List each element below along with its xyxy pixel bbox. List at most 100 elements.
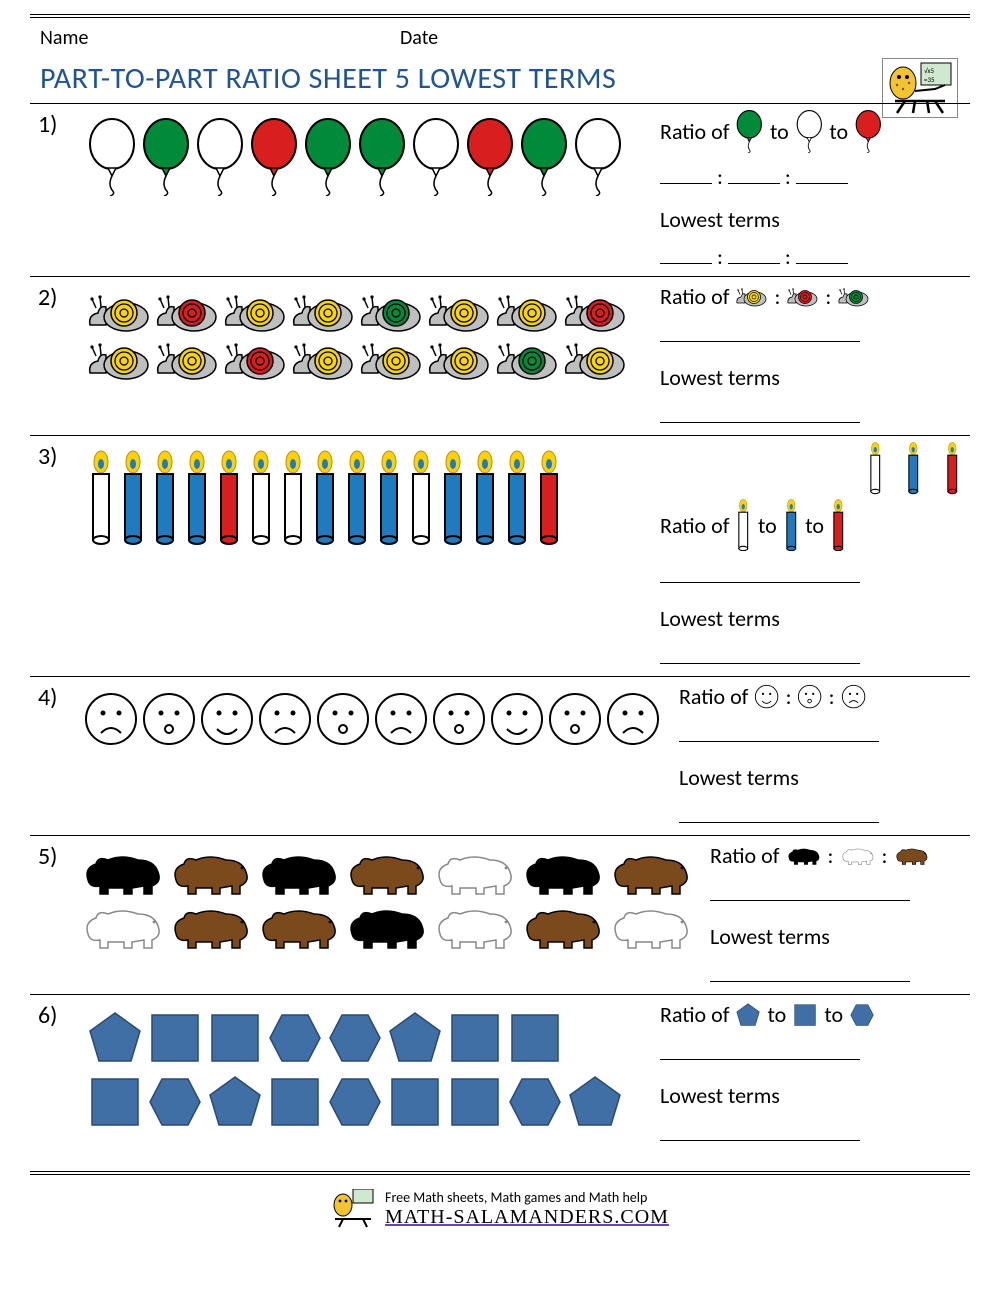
bears-item	[342, 904, 428, 952]
legend-icon	[837, 286, 870, 307]
legend-icon	[735, 499, 752, 552]
shapes-item	[446, 1009, 504, 1067]
snails-item	[358, 339, 424, 381]
shapes-item	[386, 1009, 444, 1067]
candles-item	[342, 450, 372, 546]
problem-number: 2)	[30, 277, 86, 435]
lowest-terms-label: Lowest terms	[660, 1082, 960, 1109]
snails-item	[494, 291, 560, 333]
lowest-terms-label: Lowest terms	[660, 364, 960, 391]
shapes-item	[86, 1009, 144, 1067]
shapes-item	[86, 1073, 144, 1131]
legend-icon	[754, 684, 779, 709]
legend-icon	[944, 442, 961, 495]
lowest-blank	[710, 960, 960, 988]
answer-area: Ratio of to to : : Lowest terms : :	[650, 104, 970, 276]
faces-item	[605, 691, 661, 747]
problem-number: 1)	[30, 104, 86, 276]
balloons-item	[194, 118, 246, 196]
bears-item	[518, 904, 604, 952]
legend-icon	[893, 846, 929, 866]
shapes-item	[326, 1073, 384, 1131]
snails-item	[222, 339, 288, 381]
shapes-item	[386, 1073, 444, 1131]
candles-item	[438, 450, 468, 546]
lowest-blank	[660, 1119, 960, 1147]
legend-icon	[839, 846, 875, 866]
shapes-item	[566, 1073, 624, 1131]
faces-item	[315, 691, 371, 747]
candles-item	[246, 450, 276, 546]
shapes-item	[146, 1073, 204, 1131]
bears-item	[430, 904, 516, 952]
shapes-item	[506, 1009, 564, 1067]
balloons-item	[86, 118, 138, 196]
bears-item	[518, 850, 604, 898]
lowest-blank	[660, 642, 960, 670]
balloons-item	[410, 118, 462, 196]
answer-blank	[710, 879, 960, 907]
snails-item	[426, 339, 492, 381]
answer-area: Ratio of : : Lowest terms	[700, 836, 970, 994]
legend-icon	[786, 286, 819, 307]
legend-icon	[792, 1002, 818, 1028]
snails-item	[86, 291, 152, 333]
page-title: PART-TO-PART RATIO SHEET 5 LOWEST TERMS	[0, 50, 1000, 103]
answer-area: Ratio of to to Lowest terms	[650, 436, 970, 677]
problem-2: 2)	[30, 276, 970, 435]
problem-number: 5)	[30, 836, 78, 994]
bears-item	[342, 850, 428, 898]
balloons-item	[248, 118, 300, 196]
legend-icon	[783, 499, 800, 552]
faces-item	[431, 691, 487, 747]
snails-item	[290, 339, 356, 381]
problem-3: 3)	[30, 435, 970, 677]
faces-item	[489, 691, 545, 747]
balloons-item	[302, 118, 354, 196]
answer-area: Ratio of : : Lowest terms	[650, 277, 970, 435]
legend-icon	[735, 286, 768, 307]
snails-item	[426, 291, 492, 333]
legend-icon	[854, 110, 883, 153]
candles-item	[534, 450, 564, 546]
problem-number: 6)	[30, 995, 86, 1153]
bears-item	[254, 850, 340, 898]
faces-item	[83, 691, 139, 747]
legend-icon	[795, 110, 824, 153]
faces-item	[199, 691, 255, 747]
problem-number: 3)	[30, 436, 86, 677]
snails-item	[562, 291, 628, 333]
lowest-terms-label: Lowest terms	[660, 605, 960, 632]
legend-icon	[830, 499, 847, 552]
bears-item	[166, 850, 252, 898]
items-area	[86, 436, 650, 677]
lowest-terms-label: Lowest terms	[710, 923, 960, 950]
candles-item	[470, 450, 500, 546]
shapes-item	[266, 1073, 324, 1131]
faces-item	[141, 691, 197, 747]
bears-item	[430, 850, 516, 898]
candles-item	[278, 450, 308, 546]
snails-item	[222, 291, 288, 333]
answer-area: Ratio of : : Lowest terms	[669, 677, 970, 835]
balloons-item	[140, 118, 192, 196]
answer-area: Ratio of to to Lowest terms	[650, 995, 970, 1153]
top-rule	[30, 14, 970, 18]
lowest-blank	[679, 801, 960, 829]
ratio-line: Ratio of : :	[710, 842, 960, 869]
legend-icon	[905, 442, 922, 495]
svg-text:=35: =35	[924, 75, 935, 84]
bears-item	[606, 904, 692, 952]
candles-item	[182, 450, 212, 546]
snails-item	[358, 291, 424, 333]
shapes-item	[206, 1009, 264, 1067]
candles-item	[150, 450, 180, 546]
legend-icon	[735, 110, 764, 153]
ratio-line: Ratio of : :	[660, 283, 960, 310]
shapes-item	[446, 1073, 504, 1131]
problem-6: 6) Ratio of to	[30, 994, 970, 1153]
footer-logo-icon	[331, 1189, 375, 1229]
bears-item	[606, 850, 692, 898]
candles-item	[310, 450, 340, 546]
footer-site: MATH-SALAMANDERS.COM	[385, 1206, 669, 1229]
